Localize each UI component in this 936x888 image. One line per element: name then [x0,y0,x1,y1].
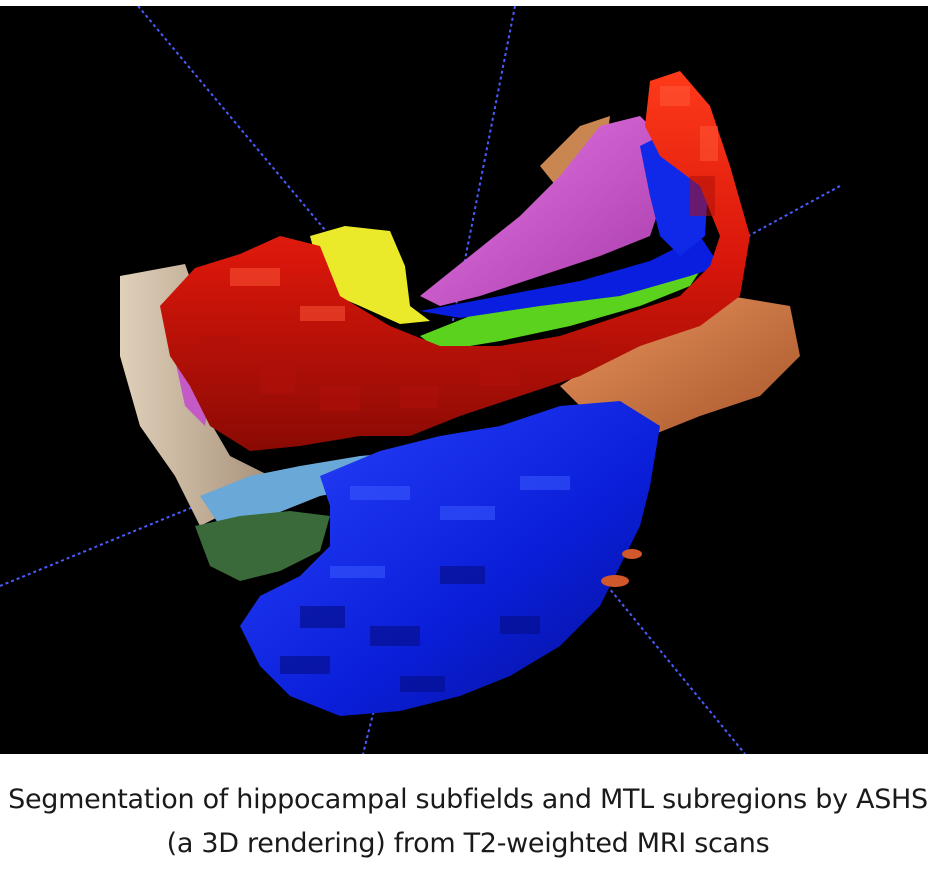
red-region-facets [200,176,715,411]
orange-blobs [601,549,642,587]
dark-blue-lower-facets [280,566,540,692]
axis-line-left [0,495,221,587]
axis-line-upper-left [137,6,331,237]
caption-line-1: Segmentation of hippocampal subfields an… [8,784,928,815]
orange-region-top [540,116,610,191]
mri-3d-rendering [0,6,928,754]
axis-line-bottom [362,705,376,754]
yellow-region [310,226,430,324]
red-region [160,71,750,451]
magenta-region [420,116,670,306]
figure-caption: Segmentation of hippocampal subfields an… [0,778,936,866]
dark-blue-upper-band [420,236,720,318]
dark-blue-lower-highlights [330,476,570,578]
caption-line-2: (a 3D rendering) from T2-weighted MRI sc… [166,828,770,859]
rendering-canvas [0,6,841,754]
red-region-highlights [230,86,718,321]
dark-green-region [195,511,330,581]
